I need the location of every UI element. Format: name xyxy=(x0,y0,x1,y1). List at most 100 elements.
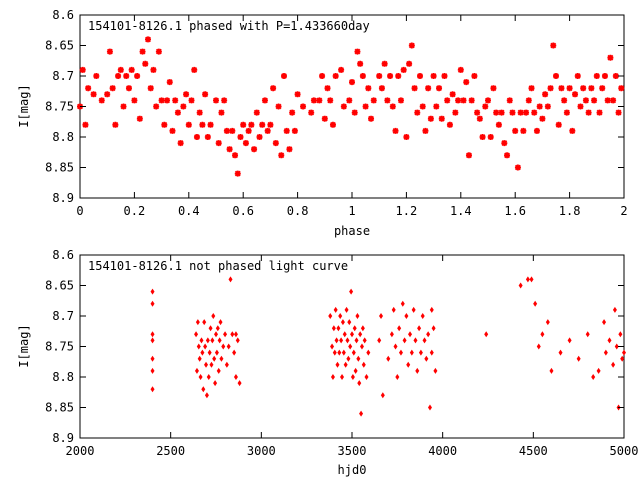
unphased-data-point xyxy=(209,361,214,368)
phased-data-point xyxy=(193,134,200,140)
phased-data-point xyxy=(414,109,421,116)
unphased-data-point xyxy=(400,300,405,307)
phased-axis-ticks: 0 0.2 0.4 0.6 0.8 1 1.2 1.4 1.6 1.8 2 8.6 8.65 8.7 8.7… xyxy=(45,8,628,218)
unphased-data-point xyxy=(429,349,434,356)
unphased-data-point xyxy=(411,306,416,313)
unphased-y-tick-label: 8.65 xyxy=(45,279,74,293)
unphased-data-point xyxy=(359,343,364,350)
unphased-data-point xyxy=(612,306,617,313)
phased-data-point xyxy=(142,60,149,67)
phased-data-point xyxy=(185,121,192,128)
phased-data-point xyxy=(490,85,497,92)
phased-plot-title: 154101-8126.1 phased with P=1.433660day xyxy=(88,19,370,33)
phased-data-point xyxy=(319,73,326,79)
unphased-data-point xyxy=(347,319,352,326)
unphased-data-point xyxy=(330,343,335,350)
unphased-data-point xyxy=(150,355,155,362)
phased-data-point xyxy=(365,85,372,92)
unphased-data-point xyxy=(540,331,545,338)
phased-data-point xyxy=(582,97,589,104)
phased-data-point xyxy=(136,115,143,122)
phased-x-tick-label: 1.4 xyxy=(450,204,472,218)
phased-data-point xyxy=(281,73,287,79)
unphased-data-point xyxy=(611,361,616,368)
phased-data-point xyxy=(468,97,475,104)
phased-data-point xyxy=(474,109,481,116)
unphased-data-point xyxy=(518,282,523,289)
unphased-data-point xyxy=(533,300,538,307)
phased-x-tick-label: 0.6 xyxy=(232,204,254,218)
phased-data-point xyxy=(213,97,219,104)
phased-data-point xyxy=(180,103,187,110)
phased-data-point xyxy=(536,103,543,110)
phased-data-point xyxy=(275,103,282,110)
unphased-data-point xyxy=(545,319,550,326)
unphased-data-point xyxy=(216,367,221,374)
phased-data-point xyxy=(438,115,445,122)
phased-data-point xyxy=(569,127,576,134)
phased-data-point xyxy=(120,103,127,110)
phased-data-point xyxy=(215,140,222,147)
phased-data-point xyxy=(248,121,255,128)
unphased-data-point xyxy=(393,343,398,350)
unphased-data-point xyxy=(223,331,228,338)
phased-data-point xyxy=(599,85,606,92)
phased-data-point xyxy=(272,140,279,147)
unphased-data-point xyxy=(379,313,384,319)
unphased-data-point xyxy=(215,325,220,332)
phased-data-point xyxy=(123,73,130,79)
unphased-data-point xyxy=(350,374,355,380)
unphased-data-point xyxy=(219,355,224,362)
unphased-data-point xyxy=(237,380,242,387)
phased-data-point xyxy=(446,121,453,128)
phased-data-point xyxy=(245,127,252,134)
phased-data-point xyxy=(278,152,285,159)
unphased-data-point xyxy=(409,349,414,356)
phased-data-point xyxy=(237,134,244,140)
phased-data-point xyxy=(169,127,176,134)
phased-data-point xyxy=(166,79,173,86)
phased-data-point xyxy=(286,146,293,153)
unphased-data-point xyxy=(330,374,335,380)
phased-data-point xyxy=(321,115,328,122)
phased-data-point xyxy=(520,127,527,134)
unphased-data-points xyxy=(150,276,626,417)
phased-data-point xyxy=(174,109,181,116)
phased-data-point xyxy=(90,91,97,98)
phased-data-point xyxy=(147,85,154,92)
phased-data-point xyxy=(501,140,508,147)
phased-data-point xyxy=(441,73,448,79)
phased-data-point xyxy=(267,121,274,128)
phased-data-point xyxy=(362,103,369,110)
phased-data-point xyxy=(242,140,249,147)
unphased-data-point xyxy=(404,313,409,319)
phased-data-point xyxy=(153,103,160,110)
unphased-data-point xyxy=(415,367,420,374)
unphased-data-point xyxy=(353,367,358,374)
phased-data-point xyxy=(387,73,394,79)
phased-data-point xyxy=(525,97,532,104)
unphased-data-point xyxy=(207,349,212,356)
phased-data-point xyxy=(204,134,211,140)
unphased-data-point xyxy=(529,276,534,283)
phased-x-tick-label: 0 xyxy=(76,204,83,218)
phased-data-point xyxy=(574,73,581,79)
phased-data-point xyxy=(223,127,230,134)
unphased-data-point xyxy=(422,337,427,344)
unphased-y-tick-label: 8.9 xyxy=(52,431,74,445)
phased-data-point xyxy=(485,97,491,104)
unphased-data-point xyxy=(576,355,581,362)
phased-data-point xyxy=(604,97,611,104)
unphased-data-point xyxy=(355,313,360,319)
phased-data-point xyxy=(251,146,258,153)
unphased-data-point xyxy=(536,343,541,350)
phased-data-point xyxy=(359,73,366,79)
phased-data-point xyxy=(591,97,598,104)
phased-data-point xyxy=(316,97,323,104)
phased-data-point xyxy=(449,91,456,98)
unphased-data-point xyxy=(334,337,339,344)
unphased-x-tick-label: 4500 xyxy=(519,444,548,458)
unphased-y-tick-label: 8.7 xyxy=(52,309,74,323)
phased-data-point xyxy=(547,85,554,92)
phased-data-point xyxy=(397,97,404,104)
